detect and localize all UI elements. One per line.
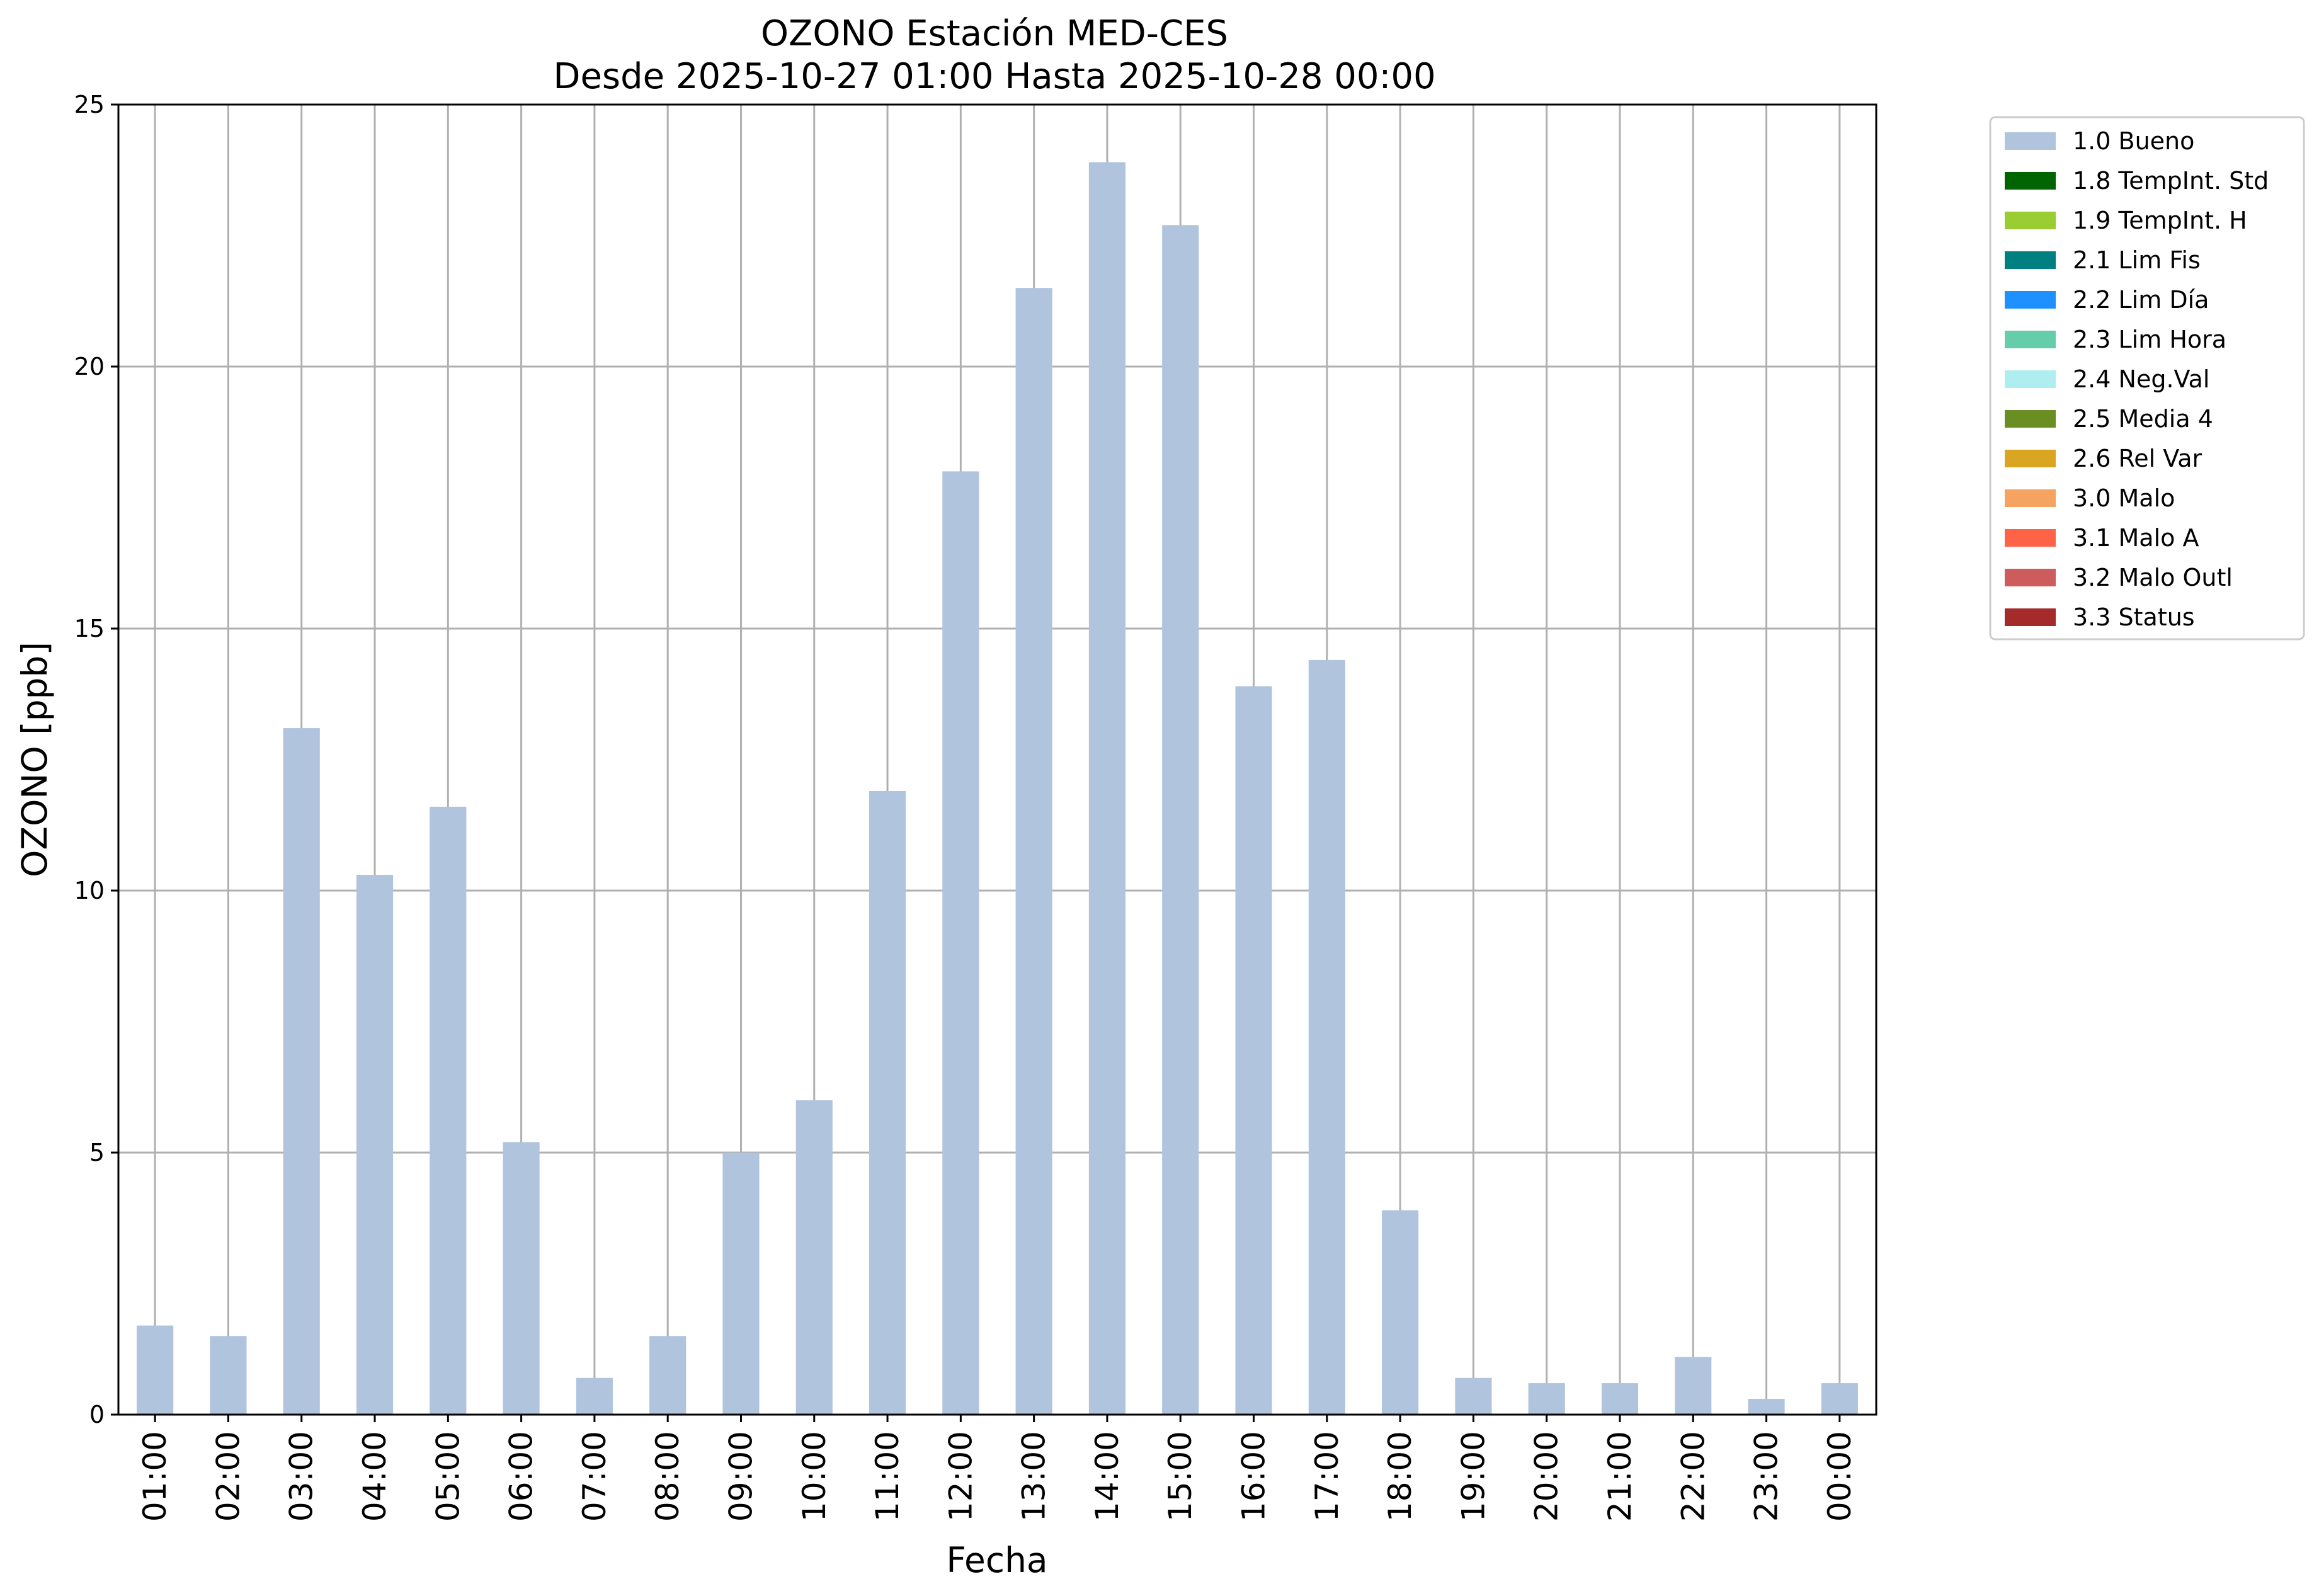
x-tick-label: 15:00: [1162, 1431, 1199, 1522]
legend-swatch: [2005, 569, 2056, 586]
y-tick-label: 15: [74, 615, 105, 642]
x-tick-label: 17:00: [1309, 1431, 1345, 1522]
legend-swatch: [2005, 172, 2056, 190]
bar-1800: [1382, 1210, 1419, 1415]
x-tick-label: 07:00: [576, 1431, 613, 1522]
legend-label: 3.2 Malo Outl: [2073, 564, 2233, 591]
bar-1600: [1235, 686, 1272, 1415]
legend-label: 2.2 Lim Día: [2073, 286, 2209, 314]
legend-swatch: [2005, 529, 2056, 547]
y-tick-label: 25: [74, 91, 105, 118]
chart-title: OZONO Estación MED-CES: [761, 13, 1228, 54]
x-tick-label: 14:00: [1089, 1431, 1125, 1522]
legend: 1.0 Bueno 1.8 TempInt. Std 1.9 TempInt. H 2…: [1989, 116, 2305, 641]
x-tick-label: 02:00: [210, 1431, 246, 1522]
x-tick-label: 11:00: [869, 1431, 906, 1522]
legend-frame: [1989, 116, 2305, 641]
x-axis-label: Fecha: [946, 1540, 1047, 1580]
legend-label: 2.6 Rel Var: [2073, 445, 2202, 472]
y-tick-label: 20: [74, 353, 105, 380]
x-axis-ticks: 01:00 02:00 03:00 04:00 05:00 06:00 07:00 08:00…: [137, 1415, 1858, 1522]
bar-1400: [1088, 162, 1126, 1415]
x-tick-label: 09:00: [722, 1431, 759, 1522]
legend-label: 3.1 Malo A: [2073, 524, 2199, 552]
x-tick-label: 12:00: [942, 1431, 979, 1522]
legend-label: 2.4 Neg.Val: [2073, 365, 2209, 393]
bar-1700: [1308, 659, 1345, 1415]
x-tick-label: 23:00: [1748, 1431, 1785, 1522]
bar-2000: [1528, 1383, 1565, 1415]
legend-label: 2.1 Lim Fis: [2073, 246, 2201, 274]
bar-0100: [137, 1325, 174, 1415]
legend-swatch: [2005, 450, 2056, 467]
bar-1200: [942, 471, 979, 1415]
x-tick-label: 16:00: [1236, 1431, 1272, 1522]
bar-1100: [869, 790, 906, 1415]
y-tick-label: 5: [89, 1139, 105, 1166]
x-tick-label: 04:00: [356, 1431, 393, 1522]
legend-label: 2.5 Media 4: [2073, 405, 2213, 433]
bar-2100: [1601, 1383, 1639, 1415]
x-tick-label: 21:00: [1602, 1431, 1638, 1522]
y-tick-label: 0: [89, 1401, 105, 1428]
x-tick-label: 00:00: [1821, 1431, 1858, 1522]
x-tick-label: 22:00: [1675, 1431, 1711, 1522]
bar-0900: [722, 1153, 760, 1415]
legend-swatch: [2005, 608, 2056, 626]
legend-label: 1.9 TempInt. H: [2073, 207, 2247, 234]
legend-swatch: [2005, 370, 2056, 388]
legend-label: 1.8 TempInt. Std: [2073, 167, 2269, 195]
legend-swatch: [2005, 331, 2056, 348]
bar-0000: [1821, 1383, 1858, 1415]
legend-label: 3.3 Status: [2073, 603, 2195, 631]
bar-0400: [356, 875, 394, 1415]
x-tick-label: 10:00: [796, 1431, 833, 1522]
legend-label: 3.0 Malo: [2073, 484, 2175, 512]
x-tick-label: 20:00: [1529, 1431, 1565, 1522]
y-axis-ticks: 0 5 10 15 20 25: [74, 91, 118, 1428]
bar-1000: [795, 1100, 833, 1415]
bar-2300: [1748, 1399, 1785, 1415]
x-tick-label: 18:00: [1382, 1431, 1418, 1522]
bar-0200: [210, 1336, 247, 1415]
bar-1300: [1015, 288, 1052, 1415]
x-tick-label: 19:00: [1455, 1431, 1491, 1522]
plot-frame: [117, 103, 1877, 1416]
y-axis-label: OZONO [ppb]: [14, 642, 55, 877]
legend-swatch: [2005, 251, 2056, 269]
x-tick-label: 13:00: [1016, 1431, 1052, 1522]
chart-subtitle: Desde 2025-10-27 01:00 Hasta 2025-10-28 …: [553, 56, 1435, 97]
legend-swatch: [2005, 489, 2056, 507]
legend-swatch: [2005, 410, 2056, 428]
x-tick-label: 01:00: [137, 1431, 173, 1522]
legend-swatch: [2005, 132, 2056, 150]
x-tick-label: 08:00: [649, 1431, 686, 1522]
bar-2200: [1675, 1357, 1712, 1415]
x-tick-label: 03:00: [283, 1431, 320, 1522]
bar-0300: [283, 728, 320, 1415]
bar-1500: [1162, 225, 1199, 1415]
bars: [137, 162, 1858, 1415]
y-tick-label: 10: [74, 877, 105, 904]
legend-swatch: [2005, 291, 2056, 309]
bar-0500: [430, 806, 467, 1415]
legend-swatch: [2005, 212, 2056, 229]
x-tick-label: 05:00: [430, 1431, 466, 1522]
legend-label: 1.0 Bueno: [2073, 127, 2194, 155]
bar-0600: [503, 1142, 540, 1415]
legend-label: 2.3 Lim Hora: [2073, 326, 2226, 353]
bar-0700: [576, 1377, 613, 1415]
bar-1900: [1455, 1377, 1492, 1415]
x-tick-label: 06:00: [503, 1431, 540, 1522]
bar-0800: [649, 1336, 687, 1415]
